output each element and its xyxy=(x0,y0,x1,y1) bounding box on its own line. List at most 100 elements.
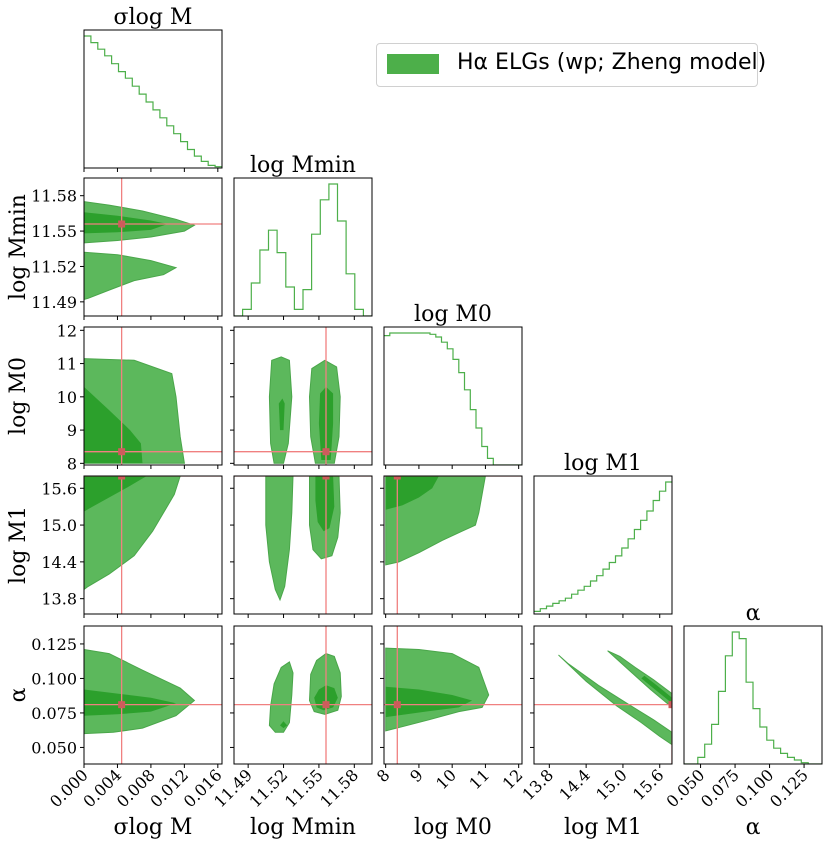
y-axis-label-logMmin: log Mmin xyxy=(6,194,31,300)
panel-frame xyxy=(233,326,373,466)
x-tick-label: 0.125 xyxy=(766,765,812,811)
contour-outer xyxy=(84,251,178,301)
x-tick-label: 11.58 xyxy=(316,765,362,811)
y-tick-label: 0.100 xyxy=(31,669,77,688)
y-tick-label: 12 xyxy=(57,321,77,340)
histogram-step xyxy=(534,481,672,612)
x-tick-label: 10 xyxy=(432,765,460,793)
y-tick-label: 15.6 xyxy=(41,479,77,498)
panel-sigma_logM-logM1 xyxy=(84,476,222,614)
legend-label: Hα ELGs (wp; Zheng model) xyxy=(457,50,767,75)
panel-logM0-logM1 xyxy=(384,476,522,614)
panel-frame xyxy=(683,625,823,765)
panel-logMmin-logM1 xyxy=(234,476,372,614)
histogram-alpha xyxy=(684,631,822,764)
y-tick-label: 0.050 xyxy=(31,738,77,757)
panel-frame xyxy=(533,625,673,765)
y-axis-label-alpha: α xyxy=(6,687,31,702)
x-tick-label: 8 xyxy=(373,765,394,786)
truth-marker xyxy=(393,476,401,480)
truth-marker xyxy=(668,701,672,709)
truth-marker xyxy=(322,701,330,709)
panel-logM0-alpha xyxy=(384,626,522,764)
truth-marker xyxy=(118,476,126,480)
contour-outer xyxy=(268,661,294,733)
y-tick-label: 11.52 xyxy=(31,257,77,276)
truth-marker xyxy=(118,701,126,709)
contour-inner xyxy=(84,689,176,716)
histogram-logM1 xyxy=(534,481,672,612)
x-tick-label: 11 xyxy=(465,765,493,793)
y-tick-label: 0.075 xyxy=(31,704,77,723)
panel-sigma_logM-logM0 xyxy=(84,327,222,465)
histogram-step xyxy=(684,631,822,764)
x-axis-label-logMmin: log Mmin xyxy=(250,815,356,840)
histogram-sigma_logM xyxy=(84,35,222,168)
y-tick-label: 10 xyxy=(57,388,77,407)
panel-sigma_logM-logMmin xyxy=(84,178,222,316)
contour-inner xyxy=(385,476,439,510)
x-tick-label: 15.0 xyxy=(592,765,631,804)
contour-inner xyxy=(280,721,288,729)
panel-frame xyxy=(83,177,223,317)
y-tick-label: 8 xyxy=(67,454,77,473)
panel-logMmin-logM0 xyxy=(234,327,372,465)
panel-frame xyxy=(533,475,673,615)
panel-frame xyxy=(383,326,523,466)
y-axis-label-logM1: log M1 xyxy=(6,506,31,584)
panel-logMmin-alpha xyxy=(234,626,372,764)
contour-inner xyxy=(641,675,672,704)
x-tick-label: 0.050 xyxy=(663,765,709,811)
panel-frame xyxy=(233,177,373,317)
panel-frame xyxy=(83,29,223,169)
x-axis-label-sigma_logM: σlog M xyxy=(114,815,193,840)
histogram-title-logM0: log M0 xyxy=(414,302,492,327)
x-tick-label: 14.4 xyxy=(555,765,594,804)
y-tick-label: 14.4 xyxy=(41,553,77,572)
contour-inner xyxy=(315,476,335,532)
panel-frame xyxy=(83,475,223,615)
panel-frame xyxy=(83,625,223,765)
panel-frame xyxy=(83,326,223,466)
truth-marker xyxy=(118,220,126,228)
y-tick-label: 11.49 xyxy=(31,293,77,312)
panel-frame xyxy=(383,625,523,765)
y-tick-label: 11.55 xyxy=(31,222,77,241)
panel-frame xyxy=(383,475,523,615)
legend-swatch xyxy=(387,54,439,74)
contour-inner xyxy=(385,686,473,718)
x-axis-label-logM0: log M0 xyxy=(414,815,492,840)
panel-frame xyxy=(233,625,373,765)
y-axis-label-logM0: log M0 xyxy=(6,357,31,435)
truth-marker xyxy=(322,476,330,480)
truth-marker xyxy=(322,448,330,456)
x-axis-label-logM1: log M1 xyxy=(564,815,642,840)
panel-logM1-alpha xyxy=(534,626,672,764)
histogram-step xyxy=(234,183,372,316)
x-tick-label: 0.075 xyxy=(697,765,743,811)
x-tick-label: 13.8 xyxy=(519,765,558,804)
histogram-title-logMmin: log Mmin xyxy=(250,153,356,178)
legend: Hα ELGs (wp; Zheng model) xyxy=(376,43,766,87)
y-tick-label: 15.0 xyxy=(41,516,77,535)
contour-inner xyxy=(84,476,147,512)
panel-sigma_logM-alpha xyxy=(84,626,222,764)
y-tick-label: 11 xyxy=(57,355,77,374)
contour-outer xyxy=(265,476,294,602)
histogram-title-sigma_logM: σlog M xyxy=(114,5,193,30)
histogram-title-alpha: α xyxy=(746,601,761,626)
x-tick-label: 11.52 xyxy=(246,765,292,811)
panel-frame xyxy=(233,475,373,615)
truth-marker xyxy=(118,448,126,456)
y-tick-label: 0.125 xyxy=(31,635,77,654)
x-axis-label-alpha: α xyxy=(746,815,761,840)
y-tick-label: 13.8 xyxy=(41,590,77,609)
x-tick-label: 11.55 xyxy=(281,765,327,811)
histogram-title-logM1: log M1 xyxy=(564,451,642,476)
truth-marker xyxy=(393,701,401,709)
histogram-step xyxy=(84,35,222,168)
contour-inner xyxy=(84,212,168,234)
x-tick-label: 9 xyxy=(406,765,427,786)
histogram-step xyxy=(384,332,522,465)
